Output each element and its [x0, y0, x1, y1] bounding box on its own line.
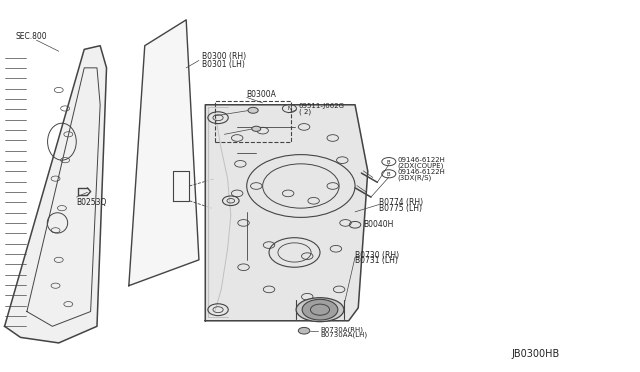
- Text: B0775 (LH): B0775 (LH): [380, 203, 422, 213]
- Text: ( 2): ( 2): [299, 109, 311, 115]
- Ellipse shape: [296, 298, 344, 322]
- Text: (2DX(COUPE): (2DX(COUPE): [397, 162, 444, 169]
- Text: B: B: [387, 160, 390, 164]
- Circle shape: [298, 327, 310, 334]
- Text: SEC.800: SEC.800: [15, 32, 47, 41]
- Text: N: N: [287, 106, 292, 111]
- Text: B0301 (LH): B0301 (LH): [202, 60, 245, 69]
- Circle shape: [248, 108, 258, 113]
- Text: B0730 (RH): B0730 (RH): [355, 251, 399, 260]
- Text: B: B: [387, 172, 390, 177]
- Text: B0300A: B0300A: [246, 90, 276, 99]
- Text: 09146-6122H: 09146-6122H: [397, 157, 445, 163]
- Circle shape: [252, 126, 260, 131]
- Circle shape: [302, 299, 338, 320]
- Text: (3DX(R/S): (3DX(R/S): [397, 174, 432, 181]
- Text: B0731 (LH): B0731 (LH): [355, 256, 398, 266]
- Text: JB0300HB: JB0300HB: [511, 349, 559, 359]
- Text: 09511-J062G: 09511-J062G: [299, 103, 345, 109]
- Polygon shape: [205, 105, 368, 321]
- Text: B0253Q: B0253Q: [77, 198, 107, 207]
- Text: B0730A(RH): B0730A(RH): [320, 326, 363, 333]
- Polygon shape: [4, 46, 106, 343]
- Text: B0730AA(LH): B0730AA(LH): [320, 332, 367, 339]
- Text: B0774 (RH): B0774 (RH): [380, 198, 424, 207]
- Text: B0300 (RH): B0300 (RH): [202, 52, 246, 61]
- Text: B0040H: B0040H: [364, 220, 394, 229]
- Polygon shape: [129, 20, 199, 286]
- Text: 09146-6122H: 09146-6122H: [397, 169, 445, 175]
